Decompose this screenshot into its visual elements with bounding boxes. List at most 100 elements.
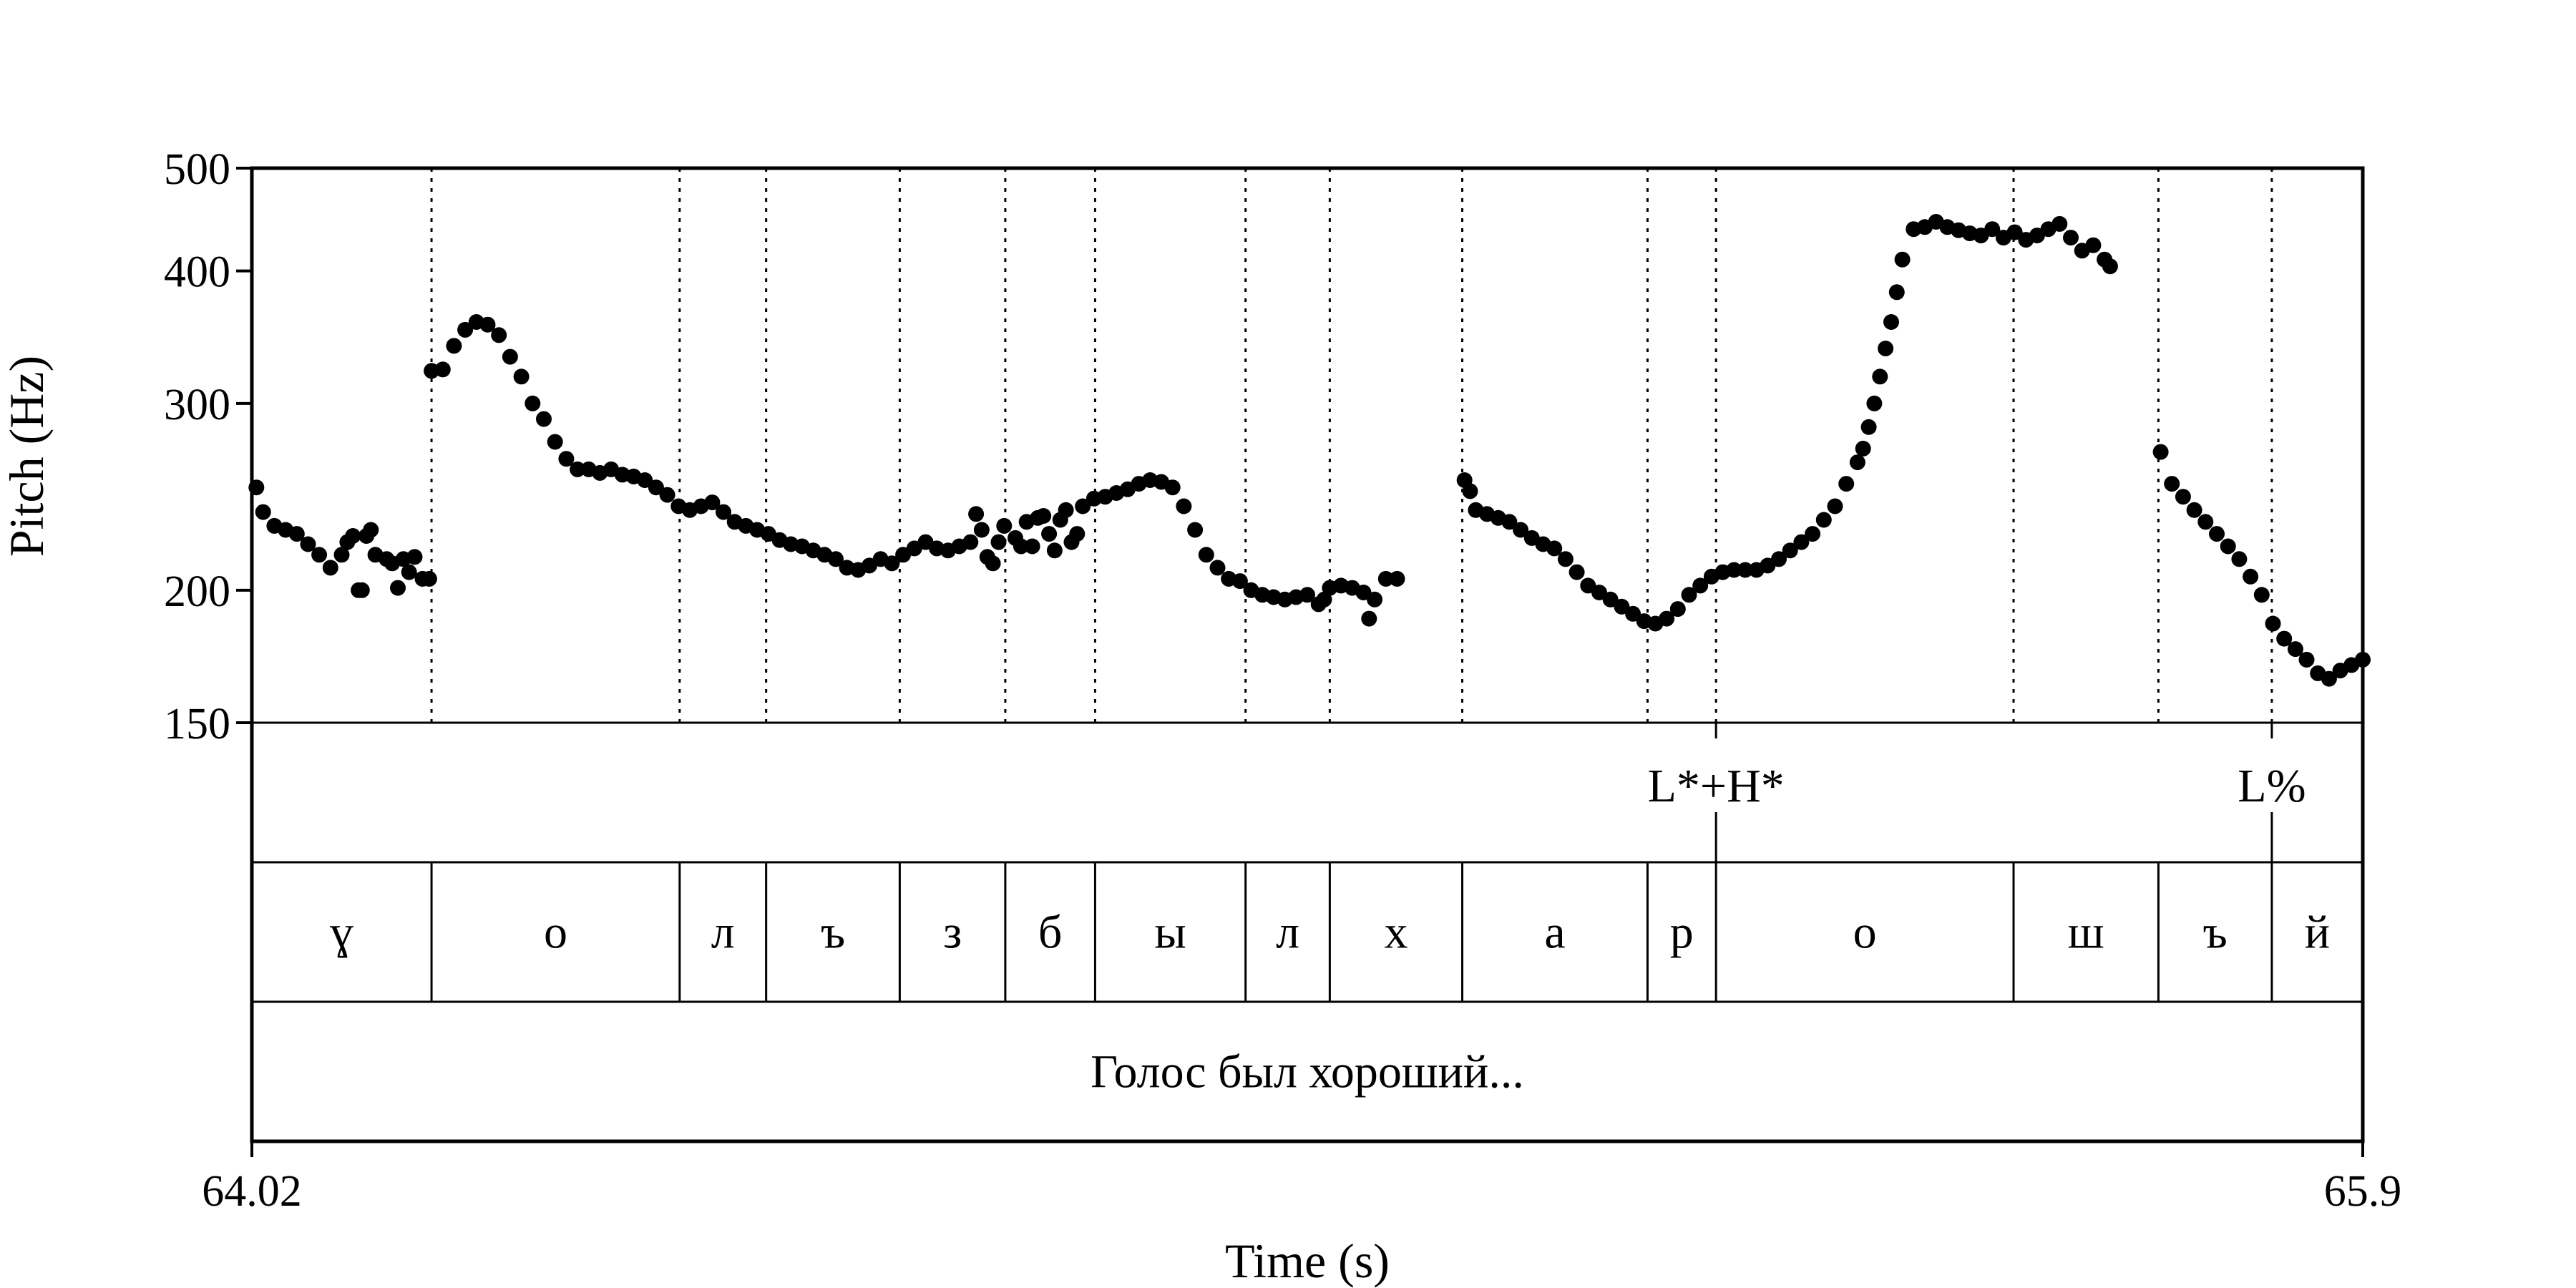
y-tick-label: 400: [164, 248, 230, 297]
pitch-point: [1231, 573, 1248, 590]
pitch-point: [1035, 508, 1052, 524]
pitch-point: [322, 560, 338, 576]
pitch-point: [704, 494, 721, 511]
pitch-point: [288, 526, 305, 542]
outer-frame: [250, 166, 2365, 1143]
pitch-point: [1501, 514, 1518, 530]
segment-boundaries: [430, 168, 2273, 1002]
pitch-point: [421, 570, 437, 587]
pitch-point: [1591, 585, 1607, 600]
pitch-point: [1827, 498, 1843, 514]
pitch-point: [973, 522, 990, 538]
pitch-point: [446, 338, 462, 354]
pitch-point: [884, 555, 900, 572]
pitch-point: [1855, 440, 1871, 457]
phoneme-label: б: [1038, 907, 1063, 959]
phoneme-label: ш: [2068, 907, 2104, 959]
pitch-point: [1805, 526, 1821, 542]
phoneme-label: з: [943, 907, 962, 959]
pitch-point: [1602, 591, 1619, 608]
phoneme-label: о: [1853, 907, 1877, 959]
pitch-point: [255, 504, 271, 520]
pitch-point: [716, 504, 731, 520]
pitch-point: [570, 461, 586, 477]
pitch-point: [2186, 502, 2202, 518]
pitch-point: [2197, 514, 2214, 530]
pitch-point: [300, 536, 316, 552]
pitch-point: [1164, 479, 1181, 496]
phoneme-label: л: [1276, 907, 1299, 959]
pitch-point: [353, 582, 370, 598]
pitch-point: [390, 580, 406, 596]
phoneme-label: а: [1544, 907, 1565, 959]
pitch-point: [2231, 551, 2248, 567]
pitch-point: [547, 434, 563, 450]
x-axis-title: Time (s): [1225, 1234, 1390, 1288]
pitch-point: [1075, 498, 1091, 514]
pitch-point: [1187, 522, 1204, 538]
pitch-point: [2253, 587, 2270, 603]
pitch-point: [1024, 538, 1040, 555]
pitch-point: [333, 547, 350, 563]
pitch-point: [311, 547, 328, 563]
phoneme-label: ъ: [2203, 907, 2228, 959]
pitch-point: [2287, 641, 2303, 658]
pitch-point: [1361, 610, 1377, 627]
tone-label: L*+H*: [1648, 760, 1785, 812]
pitch-point: [962, 534, 979, 550]
pitch-point: [1984, 221, 2001, 238]
phoneme-label: о: [544, 907, 567, 959]
y-axis-title: Pitch (Hz): [0, 356, 54, 557]
pitch-point: [2063, 230, 2079, 246]
pitch-point: [1883, 314, 1899, 330]
pitch-point: [990, 534, 1007, 550]
y-tick-label: 300: [164, 381, 230, 429]
pitch-point: [1614, 598, 1630, 615]
pitch-point: [1782, 542, 1798, 559]
phoneme-label: х: [1384, 907, 1407, 959]
tone-label: L%: [2238, 760, 2306, 812]
pitch-point: [1838, 476, 1855, 492]
pitch-point: [996, 517, 1013, 534]
pitch-point: [828, 551, 844, 567]
pitch-point: [648, 479, 664, 496]
y-tick-label: 150: [164, 700, 230, 748]
pitch-point: [1557, 551, 1574, 567]
pitch-point: [1625, 605, 1641, 622]
pitch-point: [2164, 476, 2180, 492]
tone-tier-labels: L*+H* L%: [1648, 760, 2306, 812]
pitch-point: [1659, 610, 1675, 627]
pitch-point: [502, 348, 518, 365]
pitch-point: [513, 369, 530, 385]
pitch-point: [406, 549, 423, 565]
pitch-point: [1866, 395, 1883, 411]
pitch-point: [2220, 538, 2236, 555]
pitch-point: [1681, 587, 1697, 603]
pitch-point: [2102, 258, 2118, 275]
pitch-point: [2175, 489, 2191, 505]
pitch-point: [2152, 444, 2169, 460]
pitch-point: [1513, 522, 1529, 538]
pitch-point: [363, 522, 379, 538]
pitch-point: [401, 564, 417, 580]
pitch-point: [1389, 570, 1405, 587]
pitch-point: [1568, 564, 1585, 580]
pitch-point: [1546, 540, 1563, 557]
x-tick-label: 64.02: [202, 1167, 302, 1216]
pitch-point: [1726, 562, 1742, 578]
pitch-point: [1860, 419, 1877, 435]
pitch-point: [1209, 560, 1226, 576]
phoneme-label: р: [1670, 907, 1694, 959]
pitch-point: [2265, 615, 2281, 632]
pitch-point: [1872, 369, 1888, 385]
pitch-point: [1793, 534, 1810, 550]
pitch-point: [479, 316, 496, 333]
phoneme-label: ъ: [821, 907, 845, 959]
pitch-point: [1198, 547, 1214, 563]
pitch-point: [491, 327, 507, 343]
pitch-point: [1894, 251, 1911, 268]
pitch-point: [1058, 502, 1074, 518]
phoneme-label: й: [2305, 907, 2330, 959]
